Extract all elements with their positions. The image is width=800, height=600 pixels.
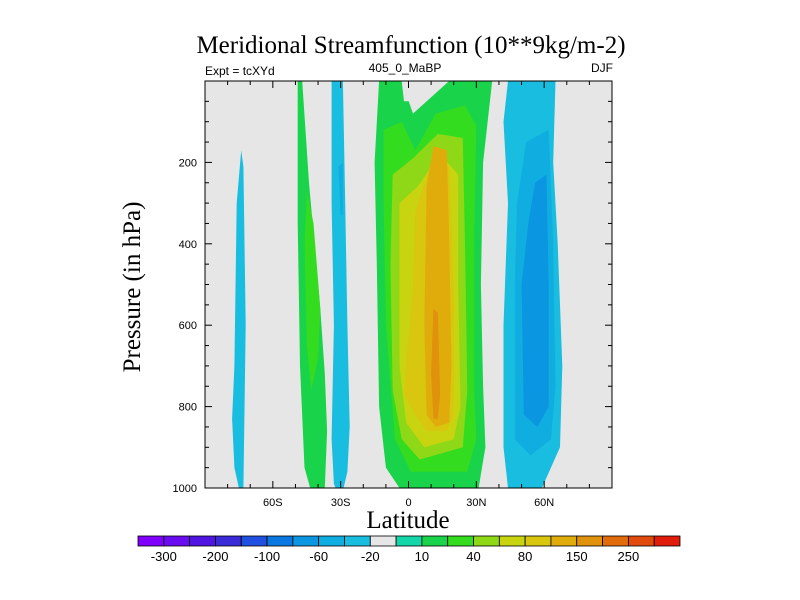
contour-region-0 [232,150,246,488]
colorbar-box [344,535,371,547]
plot-area [205,81,612,488]
contour-region-2 [304,190,321,391]
colorbar-box [627,535,655,547]
colorbar-label: 40 [466,549,480,564]
y-tick-label: 600 [179,320,197,332]
contour-region-11 [431,308,441,419]
colorbar-box [473,535,500,547]
colorbar-box [576,535,603,547]
contour-region-14 [521,174,549,427]
run-label: 405_0_MaBP [369,61,442,75]
colorbar-box [240,535,268,547]
colorbar-label: 10 [415,549,429,564]
colorbar: -300 -200 -100 -60 -20 10 40 80 150 250 [137,535,681,564]
colorbar-box [447,535,474,547]
colorbar-label: 80 [518,549,532,564]
x-tick-label: 60N [534,497,554,509]
y-tick-label: 200 [179,157,197,169]
x-axis-label: Latitude [366,507,449,534]
colorbar-box [137,535,165,547]
colorbar-box [421,535,449,547]
colorbar-label: 150 [566,549,588,564]
chart-title: Meridional Streamfunction (10**9kg/m-2) [196,32,625,59]
colorbar-box [266,535,294,547]
colorbar-box [602,535,629,547]
season-label: DJF [591,61,613,75]
colorbar-label: -100 [254,549,280,564]
colorbar-box [189,535,216,547]
colorbar-box [550,535,578,547]
y-tick-label: 1000 [173,483,197,495]
x-tick-label: 30N [466,497,486,509]
colorbar-box [163,535,191,547]
expt-label: Expt = tcXYd [205,64,275,78]
colorbar-box [369,535,397,547]
colorbar-label: -200 [202,549,228,564]
colorbar-label: -300 [151,549,177,564]
axes: 60S 30S 0 30N 60N 200 400 600 800 1000 [173,80,613,509]
colorbar-label: -60 [309,549,328,564]
colorbar-box [292,535,320,547]
contour-region-4 [338,162,343,216]
x-tick-label: 0 [405,497,411,509]
colorbar-box [318,535,345,547]
colorbar-label: -20 [361,549,380,564]
colorbar-box [498,535,526,547]
y-axis-label: Pressure (in hPa) [119,202,146,373]
colorbar-box [215,535,242,547]
colorbar-label: 250 [618,549,640,564]
colorbar-box [395,535,423,547]
colorbar-box [653,535,681,547]
y-tick-label: 400 [179,239,197,251]
y-tick-label: 800 [179,402,197,414]
contour-region-3 [331,81,350,488]
contour-region-10 [424,146,452,427]
colorbar-box [524,535,552,547]
x-tick-label: 60S [263,497,283,509]
x-tick-label: 30S [331,497,351,509]
